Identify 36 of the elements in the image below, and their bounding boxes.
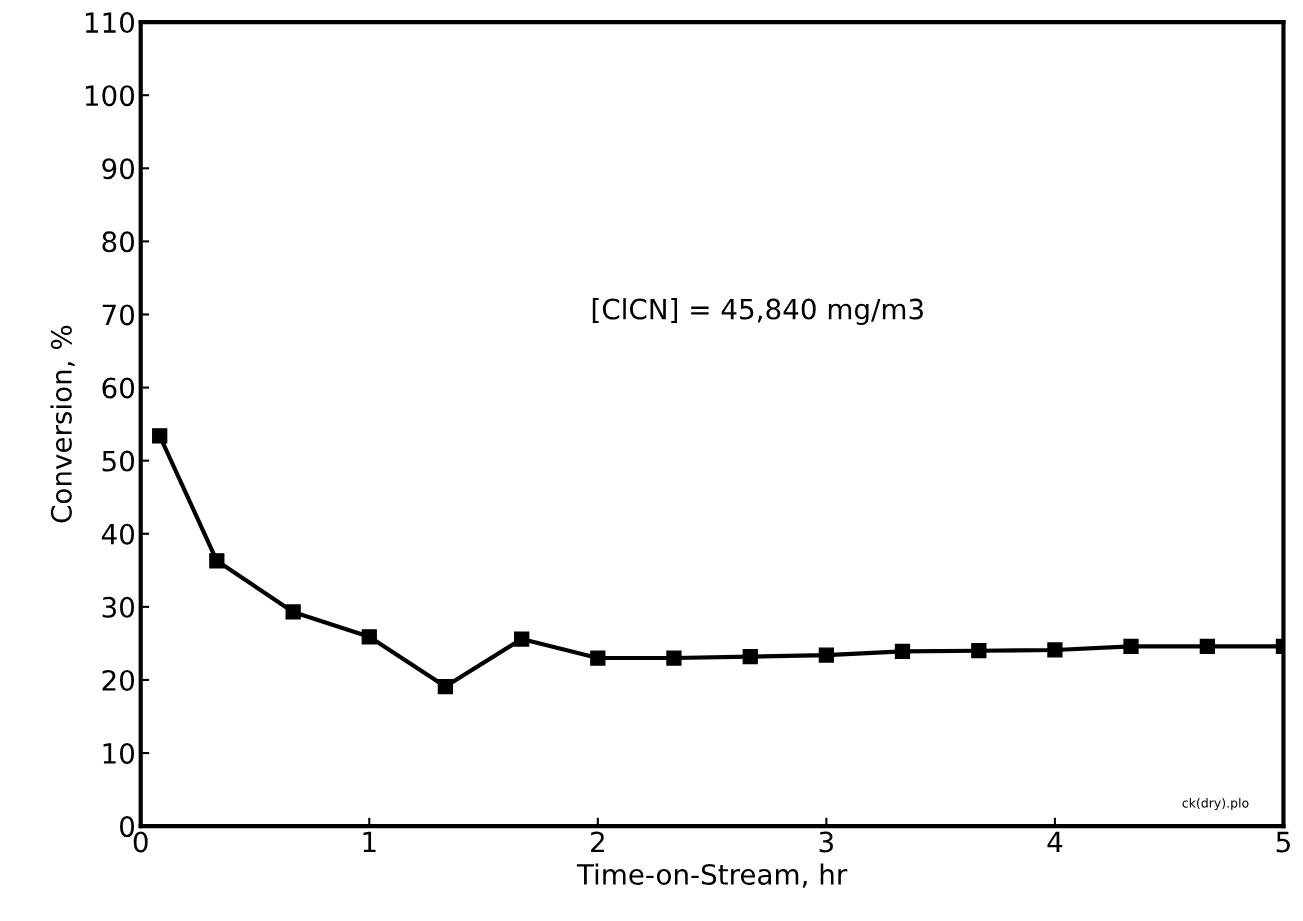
point: [818, 647, 835, 663]
point: [590, 650, 606, 666]
y-tick-label: 70: [102, 304, 135, 326]
y-tick-label: 100: [85, 85, 135, 107]
x-tick-label: 3: [819, 831, 833, 853]
annotation: [ClCN] = 45,840 mg/m3: [592, 298, 923, 325]
y-tick-label: 40: [101, 523, 135, 545]
point: [209, 553, 225, 569]
annotation: ck(dry).plo: [1182, 797, 1249, 811]
point: [894, 643, 911, 660]
y-tick-label: 10: [103, 742, 135, 764]
point: [285, 604, 301, 620]
x-tick-label: 5: [1276, 831, 1290, 853]
x-axis-title: Time-on-Stream, hr: [576, 863, 848, 888]
point: [666, 650, 682, 666]
point: [1123, 638, 1139, 654]
point: [514, 631, 530, 647]
y-tick-label: 50: [102, 450, 135, 472]
y-tick-label: 60: [102, 377, 135, 399]
y-tick-label: 110: [85, 12, 135, 34]
y-tick-label: 90: [102, 158, 135, 180]
x-tick-label: 4: [1047, 831, 1063, 853]
point: [152, 428, 168, 444]
y-tick-label: 30: [102, 596, 135, 618]
point: [1047, 642, 1063, 658]
y-tick-label: 20: [102, 669, 135, 691]
y-tick-label: 80: [102, 231, 135, 253]
x-tick-label: 1: [363, 831, 376, 853]
point: [742, 648, 758, 665]
y-axis-title: Conversion, %: [50, 325, 75, 523]
point: [1199, 638, 1215, 654]
point: [361, 629, 377, 645]
point: [437, 678, 454, 695]
point: [971, 643, 987, 659]
y-tick-label: 0: [120, 816, 135, 838]
x-tick-label: 2: [591, 831, 604, 853]
